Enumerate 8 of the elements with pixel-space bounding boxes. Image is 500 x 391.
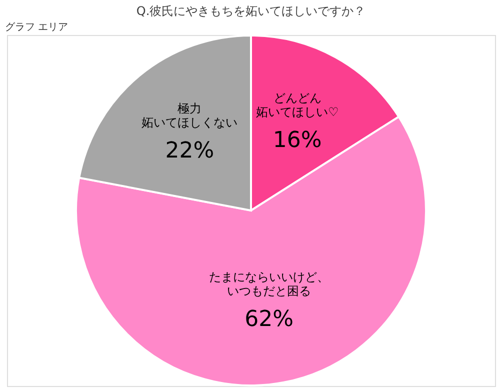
- slice-label: 極力妬いてほしくない: [142, 101, 238, 130]
- chart-title: Q.彼氏にやきもちを妬いてほしいですか？: [136, 4, 366, 18]
- slice-label: たまにならいいけど、いつもだと困る: [209, 270, 330, 298]
- data-label: 22%: [165, 138, 214, 164]
- slice-label: どんどん妬いてほしい♡: [256, 91, 339, 120]
- data-label: 62%: [244, 307, 294, 332]
- text: グラフ エリア: [5, 22, 68, 33]
- data-label: 16%: [272, 128, 322, 154]
